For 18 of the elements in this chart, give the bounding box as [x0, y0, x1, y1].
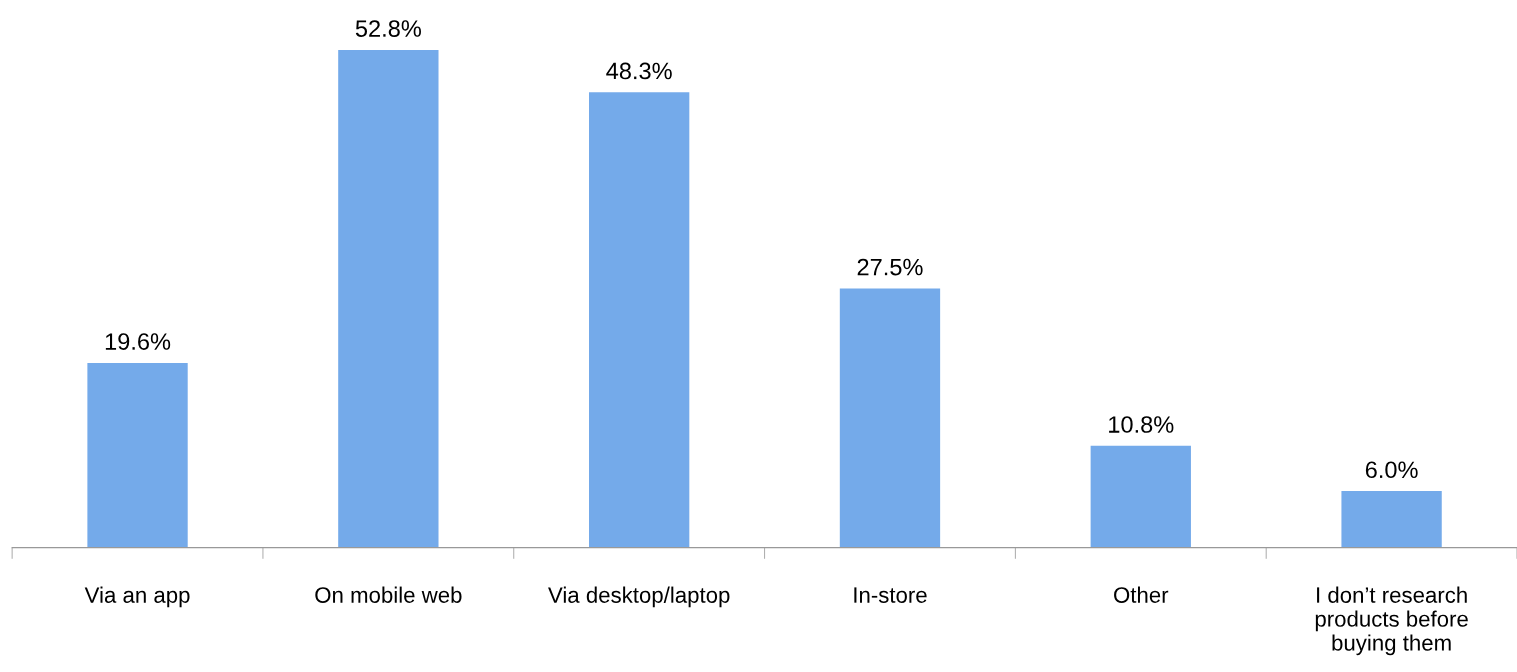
bar: [338, 49, 439, 548]
data-label: 48.3%: [606, 62, 672, 80]
bar: [1090, 445, 1191, 548]
data-label: 10.8%: [1109, 416, 1174, 433]
x-tick-label: I don’t research products before buying them: [1315, 586, 1468, 656]
data-label: 27.5%: [857, 258, 923, 276]
bar: [1341, 491, 1442, 548]
data-label: 52.8%: [355, 20, 421, 37]
bar: [589, 92, 690, 548]
data-label: 6.0%: [1365, 461, 1418, 479]
x-tick-label: Via an app: [84, 586, 190, 608]
bar: [839, 288, 941, 548]
x-tick-label: In-store: [854, 587, 927, 603]
data-label: 19.6%: [105, 333, 171, 350]
x-tick-label: Other: [1114, 586, 1169, 603]
x-tick-label: Via desktop/laptop: [548, 586, 730, 608]
x-tick-label: On mobile web: [315, 586, 462, 603]
bar: [87, 362, 188, 548]
